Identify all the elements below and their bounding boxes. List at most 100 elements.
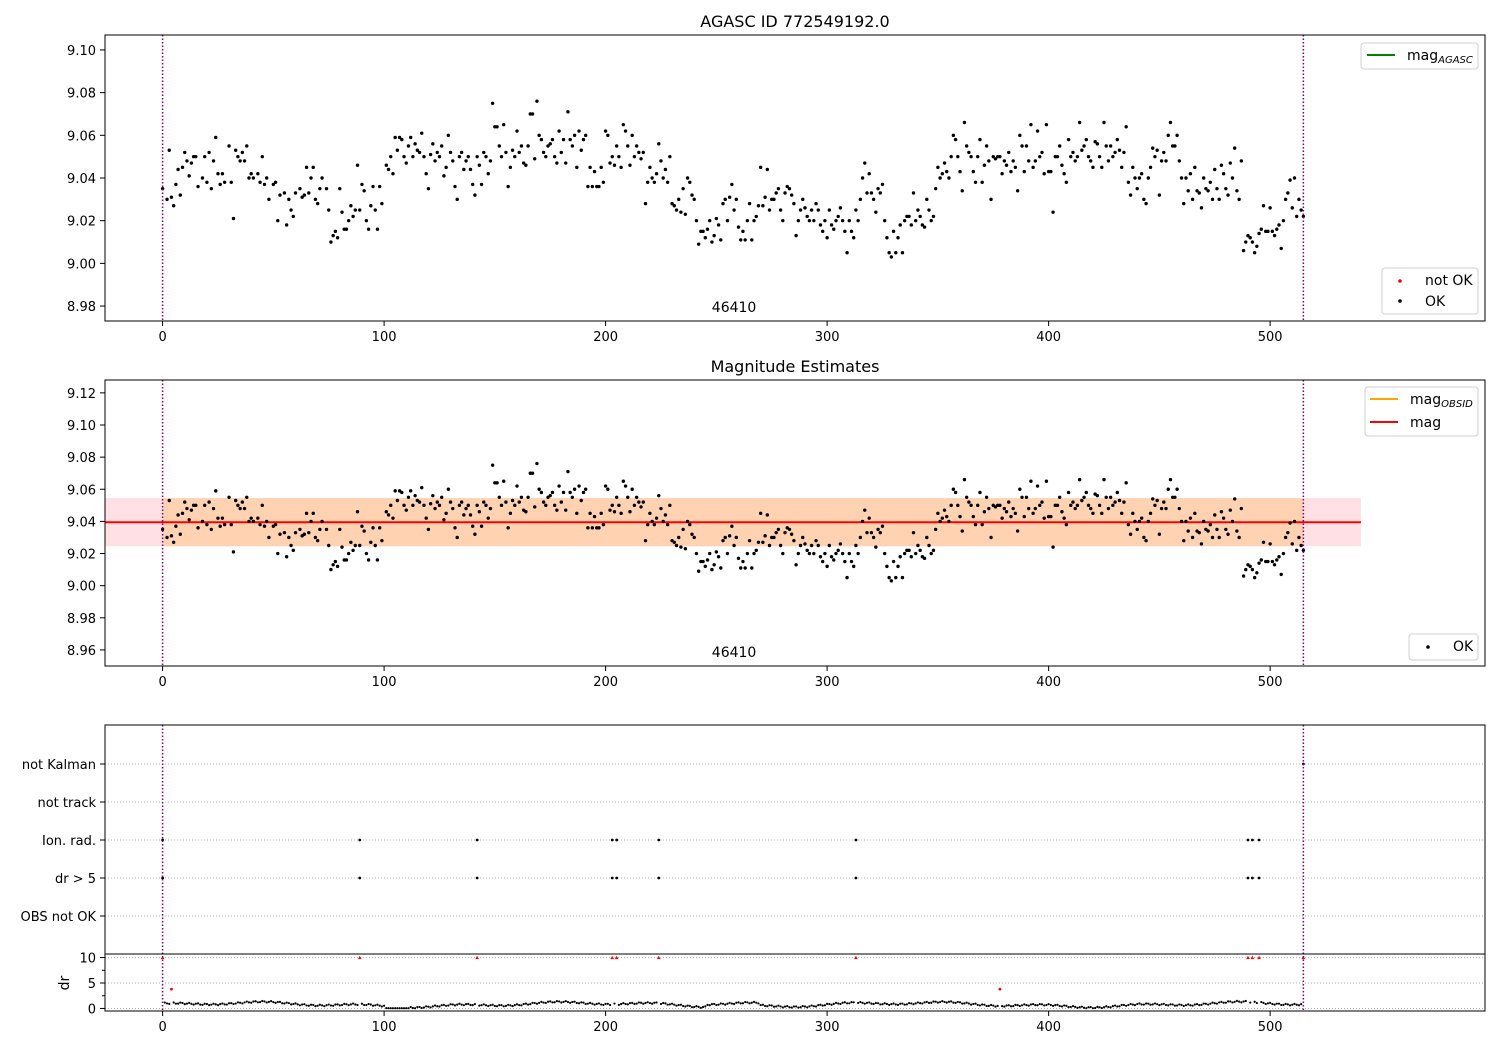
dr-point [303,1003,306,1006]
dr-clipped-outlier [475,955,479,960]
data-point [940,516,945,520]
data-point [397,135,402,140]
data-point [1131,165,1135,170]
data-point [1257,561,1261,565]
data-point [856,218,860,223]
dr-point [385,1006,388,1010]
data-point [486,516,490,520]
data-point [1131,511,1135,516]
data-point [1124,125,1128,129]
data-point [929,218,933,223]
data-point [240,150,245,155]
dr-point [1009,1005,1013,1008]
dr-point [367,1002,370,1006]
data-point [1235,189,1239,193]
data-point [424,516,428,520]
data-point [1292,519,1297,524]
data-point [200,519,205,524]
flag-row-label: OBS not OK [21,910,97,925]
data-point [537,487,541,491]
data-point [794,233,798,238]
dr-point [192,1003,195,1006]
data-point [940,172,945,176]
dr-point [894,1003,897,1006]
data-point [657,493,661,498]
data-point [1193,511,1197,516]
data-point [506,184,510,189]
data-point [535,461,539,466]
dr-point [582,1001,585,1004]
data-point [1224,527,1228,532]
dr-point [163,1001,166,1004]
data-point [559,150,564,155]
dr-point [775,1005,778,1008]
data-point [406,495,411,499]
dr-point [493,1004,496,1008]
data-point [327,208,331,212]
data-point [878,191,882,195]
data-point [825,236,829,240]
dr-point [597,1002,601,1005]
data-point [801,535,805,540]
data-point [176,513,180,517]
data-point [758,165,763,170]
data-point [1230,519,1235,524]
dr-point [994,1005,997,1008]
data-point [783,191,787,195]
data-point [617,154,621,159]
legend-label-ok: OK [1425,294,1446,310]
dr-point [351,1002,355,1005]
data-point [502,479,506,483]
dr-point [781,1006,784,1009]
data-point [668,154,672,159]
data-point [1075,154,1080,159]
data-point [767,208,772,212]
data-point [504,150,508,155]
plot-frame [104,379,1486,667]
dr-point [885,1002,889,1006]
data-point [211,159,216,163]
data-point [896,564,900,569]
data-point [1226,532,1230,536]
data-point [160,527,165,532]
data-point [473,193,477,197]
data-point [601,180,606,184]
data-point [1077,120,1082,125]
line-legend: magOBSID mag [1364,386,1479,437]
data-point [1148,165,1153,170]
data-point [902,551,907,556]
dr-point [646,1001,649,1004]
data-point [927,543,931,548]
dr-point [500,1004,503,1007]
data-point [690,532,694,536]
data-point [477,510,482,514]
dr-point [828,1002,831,1006]
dr-point [1295,1003,1298,1006]
dr-point [1069,1005,1072,1009]
dr-point [1275,1002,1278,1005]
dr-point [879,1003,882,1006]
data-point [229,180,233,184]
data-point [160,186,165,191]
dr-point [797,1006,800,1009]
data-point [247,519,251,524]
data-point [659,159,663,163]
data-point [424,172,428,176]
dr-point [1034,1004,1037,1007]
data-point [1086,503,1091,508]
data-point [1299,543,1303,548]
data-point [922,225,927,229]
dr-point [347,1004,350,1007]
data-point [216,516,220,520]
obsid-label: 46410 [712,645,757,661]
data-point [1111,503,1115,508]
data-point [488,159,493,163]
data-point [205,180,209,184]
data-point [918,548,922,553]
data-point [1062,516,1066,520]
data-point [287,197,291,202]
dr-tick-label: 5 [88,977,96,992]
data-point [617,503,621,508]
dr-point [870,1002,873,1005]
data-point [302,532,307,536]
